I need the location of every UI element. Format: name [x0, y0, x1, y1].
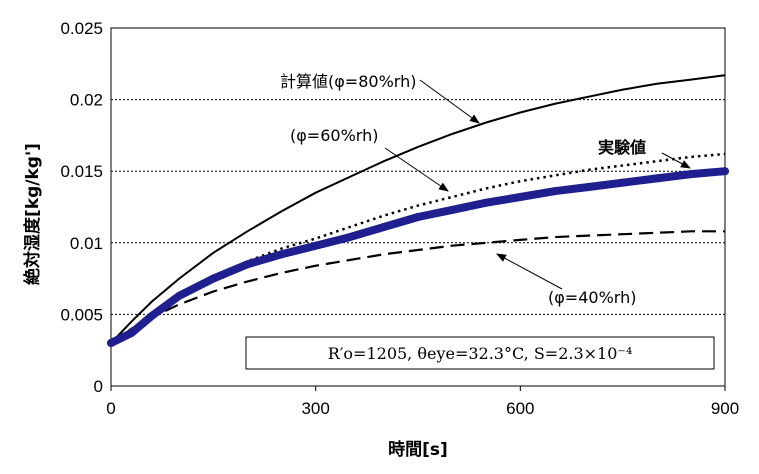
y-tick-label: 0 [94, 377, 103, 396]
experiment-point [345, 233, 354, 242]
experiment-point [379, 223, 388, 232]
y-tick-label: 0.015 [60, 162, 103, 181]
x-tick-label: 900 [711, 399, 739, 418]
arrow-experiment [661, 152, 691, 169]
x-tick-label: 300 [301, 399, 329, 418]
y-tick-label: 0.005 [60, 305, 103, 324]
annotation-rh-40: (φ=40%rh) [548, 288, 636, 307]
x-tick-label: 600 [506, 399, 534, 418]
experiment-point [550, 187, 559, 196]
annotation-rh-60: (φ=60%rh) [290, 126, 378, 145]
experiment-point [243, 260, 252, 269]
x-axis-label: 時間[s] [388, 439, 448, 460]
y-tick-label: 0.025 [60, 19, 103, 38]
y-axis-label: 絶対湿度[kg/kg'] [22, 143, 43, 285]
experiment-point [311, 241, 320, 250]
experiment-point [618, 178, 627, 187]
experiment-point [209, 274, 218, 283]
experiment-point [277, 250, 286, 259]
series-line-solid [110, 74, 726, 344]
experiment-point [147, 311, 156, 320]
plot-area [110, 27, 726, 387]
annotation-experiment: 実験値 [598, 138, 646, 157]
x-tick-label: 0 [106, 399, 115, 418]
experiment-point [584, 182, 593, 191]
x-axis-ticks: 0 300 600 900 [106, 386, 739, 418]
arrow-rh-40 [496, 253, 563, 290]
experiment-point [448, 205, 457, 214]
parameter-text: R′o=1205, θeye=32.3°C, S=2.3×10⁻⁴ [328, 344, 633, 363]
experiment-point [175, 291, 184, 300]
y-tick-label: 0.02 [70, 91, 103, 110]
series-line-thick [107, 167, 729, 347]
arrow-calc-80 [419, 79, 480, 124]
annotation-calc-80: 計算値(φ=80%rh) [280, 72, 416, 91]
experiment-point [414, 213, 422, 222]
arrow-rh-60 [384, 147, 449, 192]
experiment-point [721, 167, 729, 176]
experiment-point [686, 170, 695, 179]
experiment-point [107, 339, 115, 348]
experiment-point [482, 198, 491, 207]
parameter-box [245, 336, 715, 370]
experiment-point [516, 192, 525, 201]
experiment-point [127, 329, 136, 338]
y-axis-ticks: 0 0.005 0.01 0.015 0.02 0.025 [60, 19, 103, 396]
experiment-point [652, 174, 661, 183]
series-line-dashed [110, 230, 725, 344]
y-tick-label: 0.01 [70, 234, 103, 253]
series-layer [107, 74, 729, 348]
